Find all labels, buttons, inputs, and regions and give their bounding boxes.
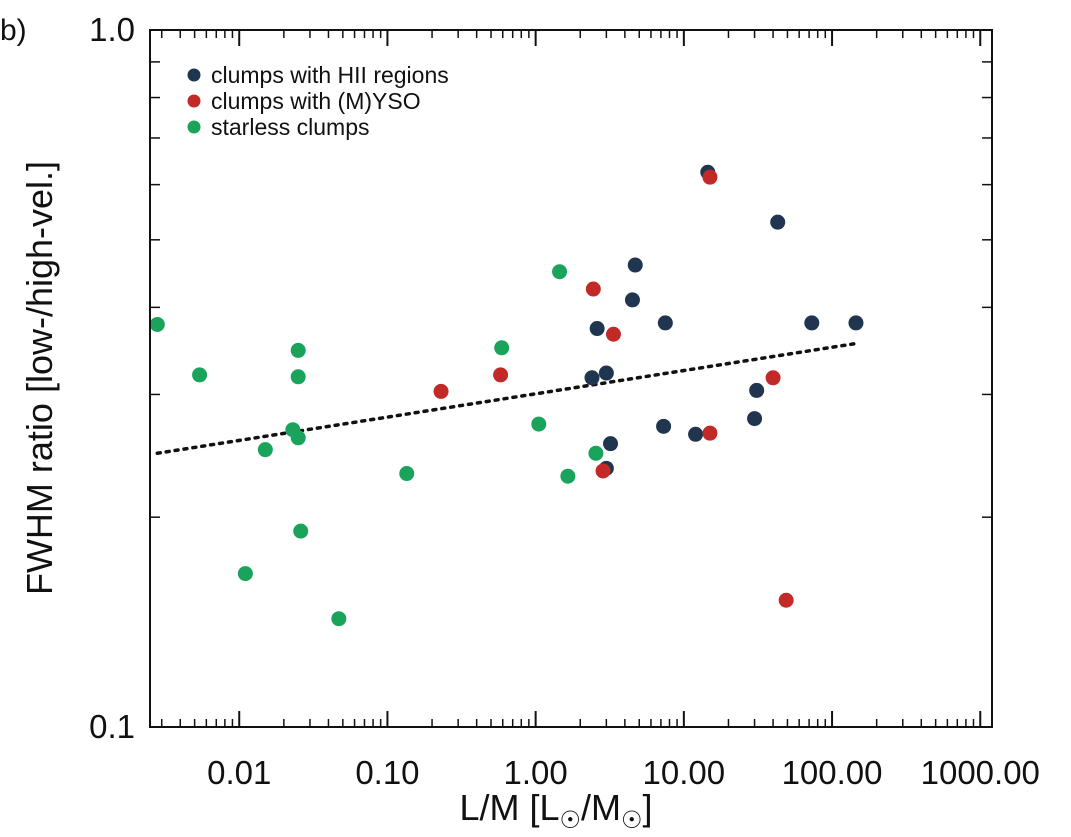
series-2 <box>149 264 604 627</box>
data-point <box>149 316 165 332</box>
data-point <box>290 430 306 446</box>
x-tick-label: 1.00 <box>504 754 568 791</box>
data-point <box>848 315 864 331</box>
data-point <box>585 281 601 297</box>
data-point <box>290 342 306 358</box>
data-point <box>595 463 611 479</box>
legend-marker <box>187 68 201 82</box>
data-point <box>433 383 449 399</box>
legend-marker <box>187 94 201 108</box>
data-point <box>627 257 643 273</box>
legend-label: clumps with (M)YSO <box>211 88 421 114</box>
data-point <box>605 326 621 342</box>
y-tick-label: 0.1 <box>89 708 135 745</box>
series-1 <box>433 169 794 608</box>
data-point <box>293 523 309 539</box>
data-point <box>702 425 718 441</box>
data-point <box>399 466 415 482</box>
panel-label: b) <box>0 14 27 47</box>
data-point <box>493 367 509 383</box>
data-point <box>770 214 786 230</box>
fit-line <box>155 341 858 456</box>
data-point <box>494 340 510 356</box>
data-point <box>778 592 794 608</box>
data-point <box>331 611 347 627</box>
data-point <box>584 370 600 386</box>
x-axis-label-sun-2: ☉ <box>621 807 643 834</box>
data-point <box>531 416 547 432</box>
legend-label: clumps with HII regions <box>211 62 449 88</box>
x-tick-label: 1000.00 <box>921 754 1040 791</box>
series-0 <box>584 164 864 476</box>
data-point <box>688 426 704 442</box>
data-point <box>257 442 273 458</box>
data-point <box>598 365 614 381</box>
data-point <box>237 566 253 582</box>
x-tick-label: 10.00 <box>643 754 726 791</box>
x-tick-labels: 0.01 0.10 1.00 10.00 100.00 1000.00 <box>207 754 1040 791</box>
data-point <box>749 382 765 398</box>
x-axis-label: L/M [L☉/M☉] <box>459 787 652 834</box>
y-axis-label: FWHM ratio [low-/high-vel.] <box>19 161 60 595</box>
x-axis-label-sun-1: ☉ <box>560 807 582 834</box>
data-point <box>657 315 673 331</box>
x-tick-label: 0.01 <box>207 754 271 791</box>
x-axis-label-mid: /M <box>581 787 621 828</box>
data-point <box>624 292 640 308</box>
legend-marker <box>187 120 201 134</box>
legend-label: starless clumps <box>211 114 369 140</box>
data-point <box>588 445 604 461</box>
x-tick-label: 0.10 <box>355 754 419 791</box>
y-tick-label: 1.0 <box>89 11 135 48</box>
data-point <box>192 367 208 383</box>
data-point <box>603 436 619 452</box>
plot-frame <box>149 29 993 728</box>
x-axis-label-end: ] <box>643 787 653 828</box>
x-tick-label: 100.00 <box>782 754 883 791</box>
data-point <box>290 369 306 385</box>
x-axis-label-main: L/M [L <box>459 787 559 828</box>
data-points <box>149 164 864 627</box>
data-point <box>765 370 781 386</box>
data-point <box>552 264 568 280</box>
data-point <box>560 468 576 484</box>
data-point <box>589 321 605 337</box>
data-point <box>804 315 820 331</box>
data-point <box>702 169 718 185</box>
minor-ticks <box>150 30 992 727</box>
data-point <box>747 411 763 427</box>
data-point <box>656 418 672 434</box>
y-tick-labels: 0.1 1.0 <box>89 11 135 745</box>
